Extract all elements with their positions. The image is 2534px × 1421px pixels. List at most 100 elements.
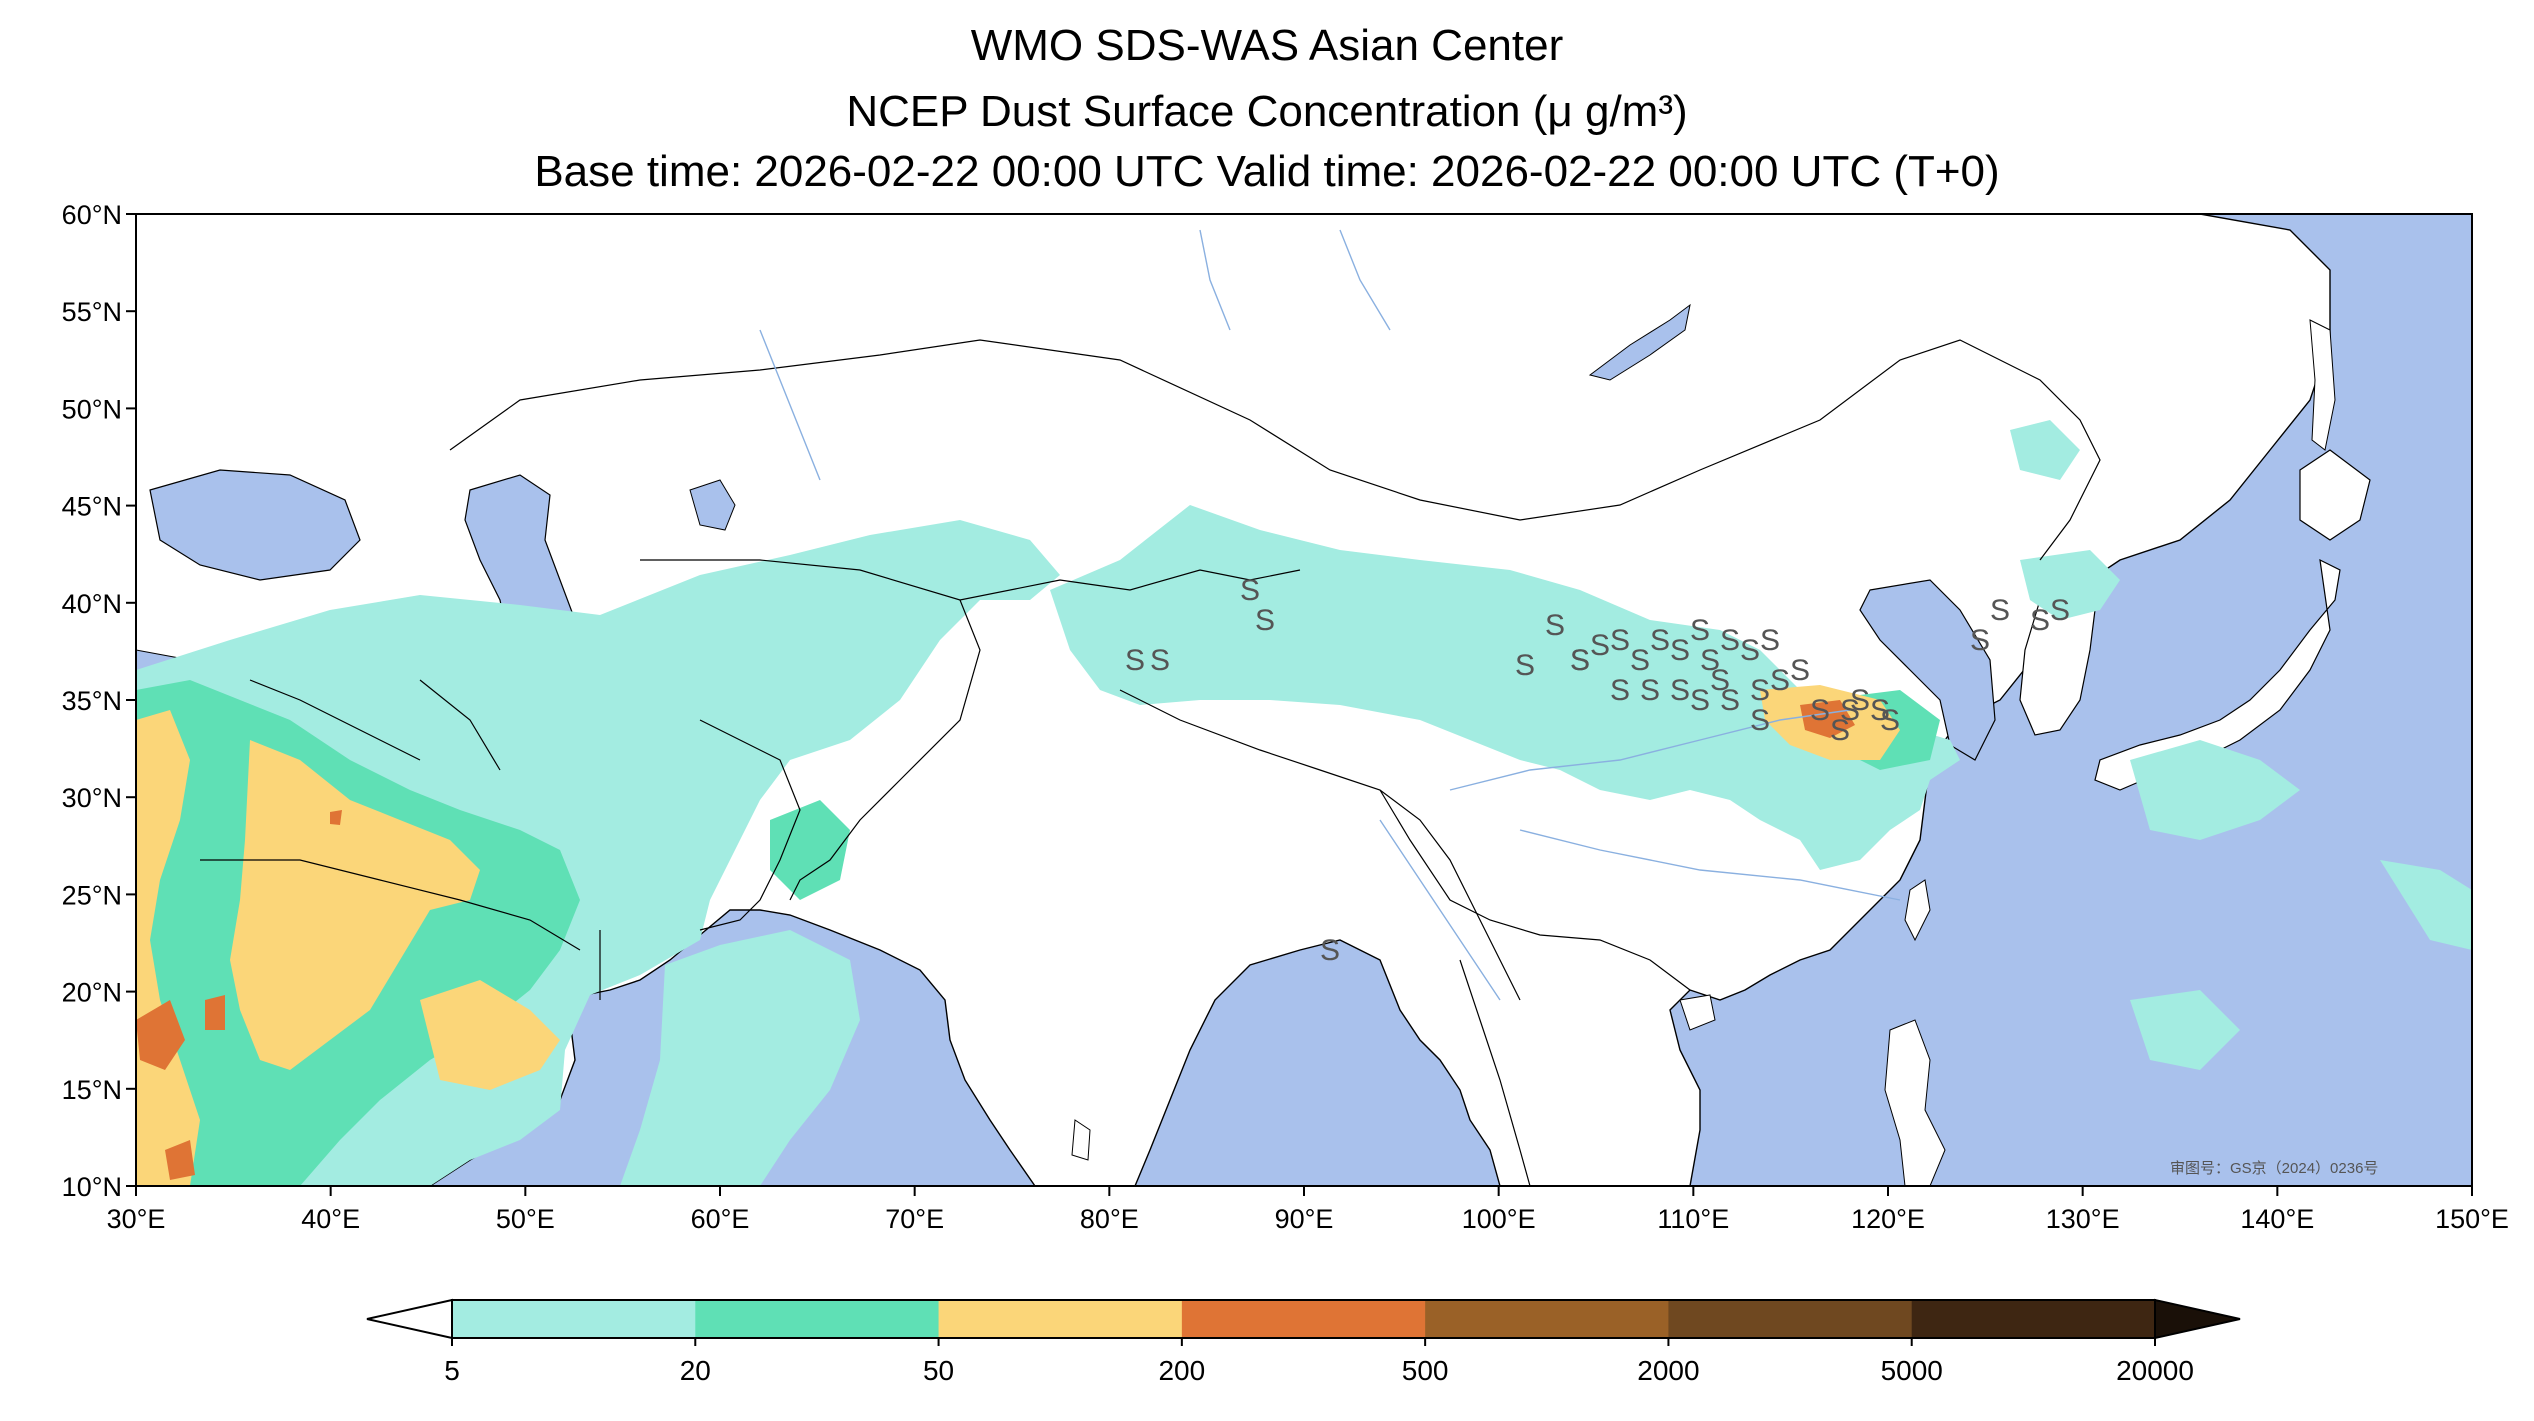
station-marker: S xyxy=(2050,594,2070,627)
station-marker: S xyxy=(1515,649,1535,682)
taiwan xyxy=(1904,879,1931,942)
station-marker: S xyxy=(1650,624,1670,657)
x-tick-label: 120°E xyxy=(1851,1204,1925,1234)
sri-lanka xyxy=(1071,1119,1091,1161)
station-marker: S xyxy=(1750,704,1770,737)
approval-note: 审图号：GS京（2024）0236号 xyxy=(2170,1160,2378,1177)
station-marker: S xyxy=(1810,694,1830,727)
colorbar-tick-label: 200 xyxy=(1158,1355,1205,1386)
x-tick-label: 100°E xyxy=(1462,1204,1536,1234)
lake-baikal xyxy=(1588,303,1691,381)
colorbar-frame xyxy=(451,1299,2156,1339)
black-sea xyxy=(149,469,361,581)
x-tick-label: 140°E xyxy=(2240,1204,2314,1234)
station-marker: S xyxy=(1690,684,1710,717)
station-marker: S xyxy=(1770,664,1790,697)
station-marker: S xyxy=(1125,644,1145,677)
station-marker: S xyxy=(1870,694,1890,727)
dust-200-500 xyxy=(136,700,1855,1180)
station-marker: S xyxy=(1255,604,1275,637)
station-marker: S xyxy=(1670,634,1690,667)
y-tick-label: 55°N xyxy=(62,297,122,327)
colorbar-under-arrow xyxy=(366,1298,453,1340)
hokkaido xyxy=(2299,449,2371,541)
station-marker: S xyxy=(2030,604,2050,637)
hainan xyxy=(1679,994,1716,1031)
map-subtitle: NCEP Dust Surface Concentration (μ g/m³) xyxy=(846,87,1688,136)
colorbar-segment xyxy=(452,1300,696,1338)
colorbar-tick-label: 20 xyxy=(680,1355,711,1386)
colorbar-segment xyxy=(1181,1300,1426,1338)
station-marker: S xyxy=(1630,644,1650,677)
station-marker: S xyxy=(1750,674,1770,707)
x-tick-label: 150°E xyxy=(2435,1204,2509,1234)
station-marker: S xyxy=(1740,634,1760,667)
map-title: WMO SDS-WAS Asian Center xyxy=(970,21,1564,70)
y-axis: 60°N 55°N 50°N 45°N 40°N 35°N 30°N 25°N 20°N 15°N… xyxy=(62,200,136,1202)
station-marker: S xyxy=(1720,624,1740,657)
x-tick-label: 80°E xyxy=(1080,1204,1139,1234)
station-marker: S xyxy=(1830,714,1850,747)
sakhalin xyxy=(2309,319,2336,451)
station-marker: S xyxy=(1850,684,1870,717)
colorbar-tick-label: 2000 xyxy=(1637,1355,1699,1386)
rivers xyxy=(759,229,1901,1001)
y-tick-label: 45°N xyxy=(62,492,122,522)
station-marker: S xyxy=(1790,654,1810,687)
station-marker: S xyxy=(1700,644,1720,677)
y-tick-label: 25°N xyxy=(62,880,122,910)
japan xyxy=(2094,558,2341,791)
colorbar-segment xyxy=(1911,1300,2156,1338)
x-tick-label: 130°E xyxy=(2046,1204,2120,1234)
x-tick-label: 30°E xyxy=(107,1204,166,1234)
colorbar-segment xyxy=(1668,1300,1913,1338)
station-marker: S xyxy=(1670,674,1690,707)
aral-sea xyxy=(689,479,736,531)
colorbar: 5 20 50 200 500 2000 5000 20000 xyxy=(366,1298,2241,1386)
yellow-sea xyxy=(1859,579,1996,761)
station-marker: S xyxy=(1640,674,1660,707)
x-tick-label: 90°E xyxy=(1275,1204,1334,1234)
colorbar-segment xyxy=(938,1300,1183,1338)
station-marker: S xyxy=(1545,609,1565,642)
y-tick-label: 20°N xyxy=(62,978,122,1008)
station-marker: S xyxy=(1240,574,1260,607)
station-marker: S xyxy=(1570,644,1590,677)
x-tick-label: 70°E xyxy=(885,1204,944,1234)
station-marker: S xyxy=(1610,674,1630,707)
philippines xyxy=(1884,1019,1946,1186)
station-marker: S xyxy=(1760,624,1780,657)
colorbar-tick-label: 500 xyxy=(1402,1355,1449,1386)
x-tick-label: 60°E xyxy=(691,1204,750,1234)
station-marker: S xyxy=(1710,664,1730,697)
x-tick-label: 110°E xyxy=(1657,1204,1729,1234)
x-tick-label: 40°E xyxy=(301,1204,360,1234)
x-tick-label: 50°E xyxy=(496,1204,555,1234)
y-tick-label: 10°N xyxy=(62,1172,122,1202)
colorbar-segment xyxy=(695,1300,940,1338)
station-marker: S xyxy=(1880,704,1900,737)
y-tick-label: 40°N xyxy=(62,589,122,619)
station-marker: S xyxy=(1690,614,1710,647)
time-info: Base time: 2026-02-22 00:00 UTC Valid ti… xyxy=(534,147,2000,196)
station-marker: S xyxy=(1610,624,1630,657)
y-tick-label: 60°N xyxy=(62,200,122,230)
x-axis: 30°E 40°E 50°E 60°E 70°E 80°E 90°E 100°E 110°E 12… xyxy=(107,1186,2509,1234)
station-marker: S xyxy=(1990,594,2010,627)
colorbar-tick-label: 50 xyxy=(923,1355,954,1386)
station-marker: S xyxy=(1970,624,1990,657)
y-tick-label: 50°N xyxy=(62,394,122,424)
colorbar-over-arrow xyxy=(2154,1298,2241,1340)
country-borders xyxy=(200,339,2101,1186)
colorbar-tick-label: 5000 xyxy=(1881,1355,1943,1386)
station-marker: S xyxy=(1720,684,1740,717)
colorbar-tick-label: 20000 xyxy=(2116,1355,2194,1386)
y-tick-label: 35°N xyxy=(62,686,122,716)
colorbar-tick-label: 5 xyxy=(444,1355,460,1386)
station-marker: S xyxy=(1840,694,1860,727)
y-tick-label: 30°N xyxy=(62,783,122,813)
station-marker: S xyxy=(1150,644,1170,677)
station-marker: S xyxy=(1320,934,1340,967)
